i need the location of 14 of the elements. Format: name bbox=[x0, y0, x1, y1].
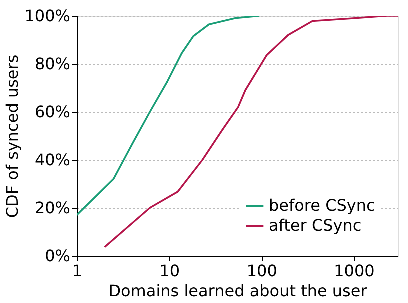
y-tick-label: 60% bbox=[34, 102, 70, 122]
y-tick-label: 0% bbox=[45, 246, 70, 266]
y-tick-label: 100% bbox=[24, 6, 70, 26]
x-tick-label: 100 bbox=[246, 262, 278, 280]
x-tick-label: 1 bbox=[72, 262, 83, 280]
y-tick-label: 20% bbox=[34, 198, 70, 218]
x-axis-title: Domains learned about the user bbox=[108, 282, 368, 300]
legend-label: before CSync bbox=[269, 196, 376, 215]
y-axis-title: CDF of synced users bbox=[2, 54, 22, 218]
x-tick-label: 10 bbox=[160, 262, 180, 280]
legend-label: after CSync bbox=[269, 216, 362, 235]
y-tick-label: 80% bbox=[34, 54, 70, 74]
y-tick-label: 40% bbox=[34, 150, 70, 170]
x-tick-label: 1000 bbox=[334, 262, 375, 280]
